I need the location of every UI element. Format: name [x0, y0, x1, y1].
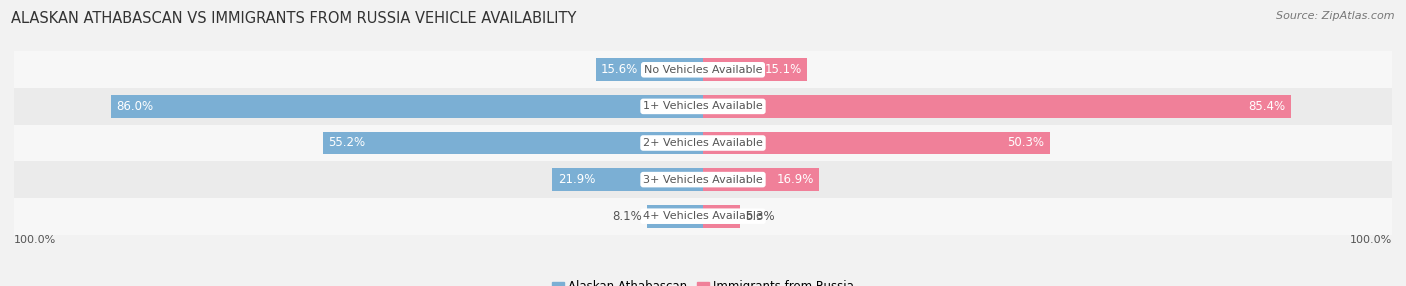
Bar [14, 125, 1392, 161]
Bar [14, 51, 1392, 88]
Bar [14, 161, 1392, 198]
Text: 8.1%: 8.1% [612, 210, 641, 223]
Text: 100.0%: 100.0% [1350, 235, 1392, 245]
Bar [703, 205, 740, 228]
Bar [596, 58, 703, 81]
Legend: Alaskan Athabascan, Immigrants from Russia: Alaskan Athabascan, Immigrants from Russ… [547, 276, 859, 286]
Text: 55.2%: 55.2% [328, 136, 366, 150]
Text: 2+ Vehicles Available: 2+ Vehicles Available [643, 138, 763, 148]
Bar [703, 58, 807, 81]
Text: 86.0%: 86.0% [117, 100, 153, 113]
Text: ALASKAN ATHABASCAN VS IMMIGRANTS FROM RUSSIA VEHICLE AVAILABILITY: ALASKAN ATHABASCAN VS IMMIGRANTS FROM RU… [11, 11, 576, 26]
Text: 3+ Vehicles Available: 3+ Vehicles Available [643, 175, 763, 184]
Text: 4+ Vehicles Available: 4+ Vehicles Available [643, 211, 763, 221]
Text: 85.4%: 85.4% [1249, 100, 1286, 113]
Text: 50.3%: 50.3% [1007, 136, 1045, 150]
Bar [703, 132, 1049, 154]
Text: 100.0%: 100.0% [14, 235, 56, 245]
Text: 15.1%: 15.1% [765, 63, 801, 76]
Bar [14, 88, 1392, 125]
Text: 15.6%: 15.6% [600, 63, 638, 76]
Text: 1+ Vehicles Available: 1+ Vehicles Available [643, 102, 763, 111]
Bar [647, 205, 703, 228]
Text: 5.3%: 5.3% [745, 210, 775, 223]
Text: 16.9%: 16.9% [776, 173, 814, 186]
Bar [553, 168, 703, 191]
Text: Source: ZipAtlas.com: Source: ZipAtlas.com [1277, 11, 1395, 21]
Text: No Vehicles Available: No Vehicles Available [644, 65, 762, 75]
Bar [703, 168, 820, 191]
Bar [323, 132, 703, 154]
Text: 21.9%: 21.9% [558, 173, 595, 186]
Bar [14, 198, 1392, 235]
Bar [111, 95, 703, 118]
Bar [703, 95, 1291, 118]
